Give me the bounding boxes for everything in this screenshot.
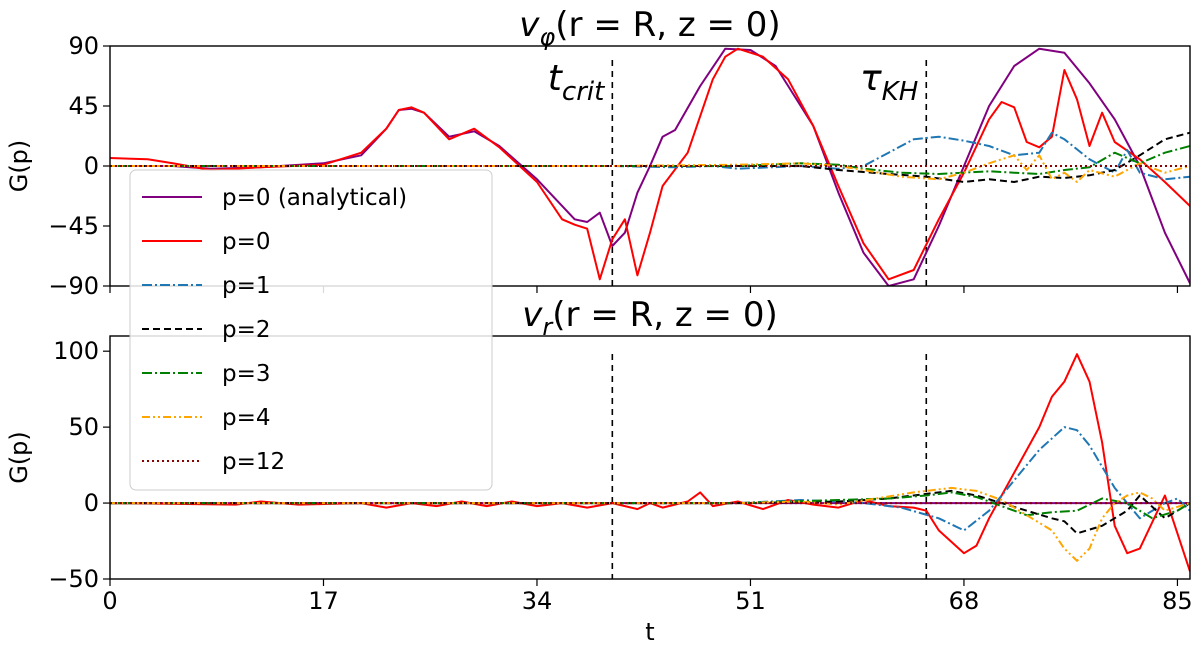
legend-label: p=1 bbox=[222, 273, 271, 299]
panel-title-rest: (r = R, z = 0) bbox=[555, 5, 780, 45]
x-tick-label: 51 bbox=[735, 587, 766, 615]
panel-title-base: v bbox=[519, 5, 540, 45]
series-line bbox=[110, 489, 1190, 535]
annotation-base: t bbox=[548, 58, 564, 99]
panel-title: vφ(r = R, z = 0) bbox=[519, 5, 780, 51]
series-group bbox=[110, 353, 1190, 572]
panel-frame bbox=[109, 335, 1191, 580]
series-line bbox=[110, 486, 1190, 562]
legend-label: p=2 bbox=[222, 317, 271, 343]
series-line bbox=[110, 131, 1190, 183]
legend-label: p=12 bbox=[222, 449, 285, 475]
series-line bbox=[110, 145, 1190, 175]
y-tick-label: 0 bbox=[84, 152, 99, 180]
panel-title-base: v bbox=[522, 295, 543, 335]
series-line bbox=[110, 131, 1190, 181]
legend-label: p=0 bbox=[222, 229, 271, 255]
panel-vphi: 90 45 0 −45 −90 G(p) vφ(r = R, z = 0) bbox=[5, 5, 1191, 300]
annotation-label: τKH bbox=[860, 58, 918, 107]
x-tick-label: 17 bbox=[308, 587, 339, 615]
series-line bbox=[110, 154, 1190, 183]
y-tick-label: 100 bbox=[53, 337, 99, 365]
legend: p=0 (analytical) p=0 p=1 p=2 p=3 p=4 p=12 bbox=[129, 169, 493, 491]
y-tick-label: 45 bbox=[68, 92, 99, 120]
y-tick-label: −45 bbox=[48, 212, 99, 240]
x-tick-label: 85 bbox=[1162, 587, 1193, 615]
panel-title-rest: (r = R, z = 0) bbox=[552, 295, 777, 335]
legend-label: p=0 (analytical) bbox=[222, 185, 407, 211]
x-tick-label: 34 bbox=[522, 587, 553, 615]
series-line bbox=[110, 491, 1190, 520]
panel-title-sub: r bbox=[542, 313, 554, 341]
x-tick-label: 68 bbox=[949, 587, 980, 615]
panel-title-sub: φ bbox=[539, 23, 555, 51]
legend-label: p=3 bbox=[222, 361, 271, 387]
panel-title: vr(r = R, z = 0) bbox=[522, 295, 777, 341]
y-tick-label: −50 bbox=[48, 565, 99, 593]
annotation-base: τ bbox=[860, 58, 882, 99]
y-tick-label: 90 bbox=[68, 32, 99, 60]
annotation-sub: KH bbox=[882, 77, 919, 107]
annotation-sub: crit bbox=[562, 77, 605, 107]
x-axis-label: t bbox=[645, 618, 654, 646]
legend-box bbox=[129, 169, 493, 491]
panel-frame bbox=[109, 45, 1191, 287]
y-tick-label: 50 bbox=[68, 413, 99, 441]
annotation-label: tcrit bbox=[548, 58, 605, 107]
x-tick-label: 0 bbox=[102, 587, 117, 615]
y-tick-label: −90 bbox=[48, 272, 99, 300]
y-axis-label: G(p) bbox=[5, 140, 33, 193]
y-axis-label: G(p) bbox=[5, 431, 33, 484]
y-tick-label: 0 bbox=[84, 489, 99, 517]
series-group bbox=[110, 47, 1190, 286]
legend-label: p=4 bbox=[222, 405, 271, 431]
